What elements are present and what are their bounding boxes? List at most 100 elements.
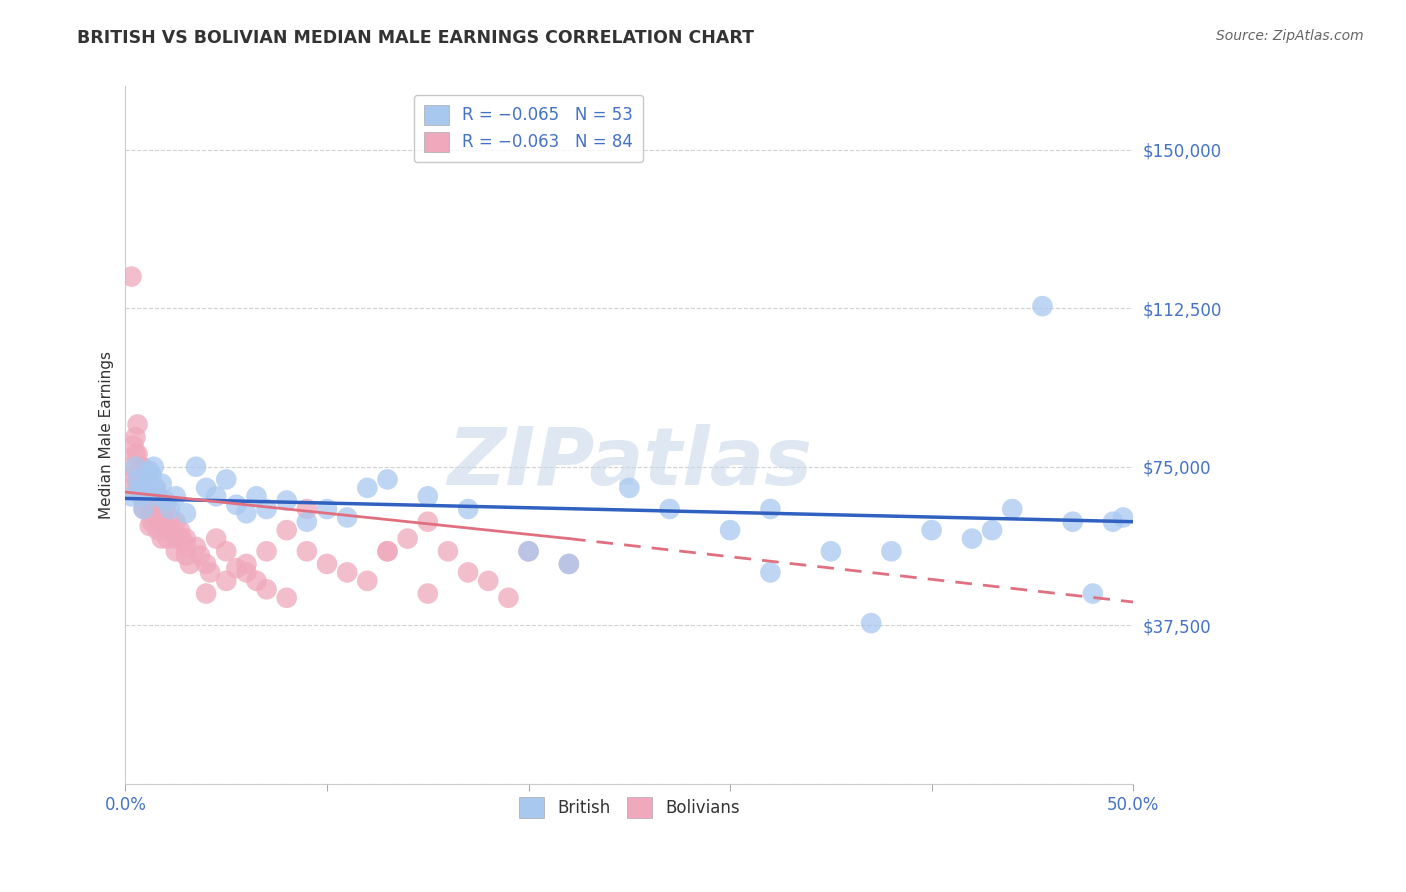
Point xyxy=(155,523,177,537)
Point xyxy=(132,493,155,508)
Point xyxy=(416,489,439,503)
Point xyxy=(160,523,183,537)
Point xyxy=(127,476,149,491)
Point xyxy=(256,502,278,516)
Point xyxy=(131,489,153,503)
Point xyxy=(131,489,153,503)
Point xyxy=(498,591,520,605)
Point xyxy=(150,532,173,546)
Point xyxy=(179,557,201,571)
Point xyxy=(517,544,540,558)
Point xyxy=(184,540,207,554)
Point xyxy=(1102,515,1125,529)
Point xyxy=(316,502,339,516)
Point xyxy=(155,493,177,508)
Point xyxy=(295,515,318,529)
Point xyxy=(141,515,163,529)
Point xyxy=(128,481,150,495)
Point xyxy=(377,544,399,558)
Point xyxy=(150,476,173,491)
Point xyxy=(142,489,165,503)
Point xyxy=(235,557,257,571)
Point xyxy=(215,574,238,588)
Point xyxy=(377,472,399,486)
Point xyxy=(145,489,167,503)
Point xyxy=(135,489,157,503)
Point xyxy=(437,544,460,558)
Point xyxy=(759,502,782,516)
Point xyxy=(457,502,479,516)
Point xyxy=(146,489,169,503)
Point xyxy=(124,430,146,444)
Point xyxy=(356,574,378,588)
Legend: British, Bolivians: British, Bolivians xyxy=(512,790,747,824)
Point xyxy=(188,549,211,563)
Point xyxy=(141,468,163,483)
Point xyxy=(1062,515,1084,529)
Point xyxy=(316,557,339,571)
Point xyxy=(121,489,143,503)
Point xyxy=(256,544,278,558)
Point xyxy=(155,502,177,516)
Text: BRITISH VS BOLIVIAN MEDIAN MALE EARNINGS CORRELATION CHART: BRITISH VS BOLIVIAN MEDIAN MALE EARNINGS… xyxy=(77,29,755,47)
Point xyxy=(245,489,267,503)
Point xyxy=(118,481,141,495)
Point xyxy=(146,523,169,537)
Point xyxy=(558,557,581,571)
Text: Source: ZipAtlas.com: Source: ZipAtlas.com xyxy=(1216,29,1364,44)
Point xyxy=(235,506,257,520)
Point xyxy=(128,485,150,500)
Point xyxy=(146,489,169,503)
Point xyxy=(860,616,883,631)
Point xyxy=(152,510,174,524)
Text: ZIPatlas: ZIPatlas xyxy=(447,424,811,502)
Point xyxy=(155,502,177,516)
Point xyxy=(658,502,681,516)
Point xyxy=(377,544,399,558)
Point xyxy=(174,506,197,520)
Point xyxy=(336,510,359,524)
Point xyxy=(921,523,943,537)
Point xyxy=(558,557,581,571)
Point xyxy=(136,472,159,486)
Point xyxy=(159,515,181,529)
Point xyxy=(165,515,187,529)
Point xyxy=(477,574,499,588)
Point xyxy=(141,506,163,520)
Point xyxy=(276,591,298,605)
Point xyxy=(457,566,479,580)
Point xyxy=(121,269,143,284)
Point xyxy=(205,532,228,546)
Point xyxy=(295,502,318,516)
Point xyxy=(396,532,419,546)
Point xyxy=(132,502,155,516)
Point xyxy=(759,566,782,580)
Point xyxy=(245,574,267,588)
Y-axis label: Median Male Earnings: Median Male Earnings xyxy=(100,351,114,519)
Point xyxy=(820,544,842,558)
Point xyxy=(156,532,179,546)
Point xyxy=(138,464,160,478)
Point xyxy=(165,532,187,546)
Point xyxy=(256,582,278,597)
Point xyxy=(127,472,149,486)
Point xyxy=(122,468,145,483)
Point xyxy=(124,459,146,474)
Point xyxy=(142,459,165,474)
Point xyxy=(128,472,150,486)
Point xyxy=(174,549,197,563)
Point xyxy=(416,515,439,529)
Point xyxy=(136,502,159,516)
Point xyxy=(517,544,540,558)
Point xyxy=(416,586,439,600)
Point xyxy=(170,532,193,546)
Point xyxy=(159,502,181,516)
Point xyxy=(215,544,238,558)
Point xyxy=(295,544,318,558)
Point xyxy=(619,481,641,495)
Point xyxy=(145,481,167,495)
Point xyxy=(174,532,197,546)
Point xyxy=(138,498,160,512)
Point xyxy=(138,519,160,533)
Point xyxy=(174,540,197,554)
